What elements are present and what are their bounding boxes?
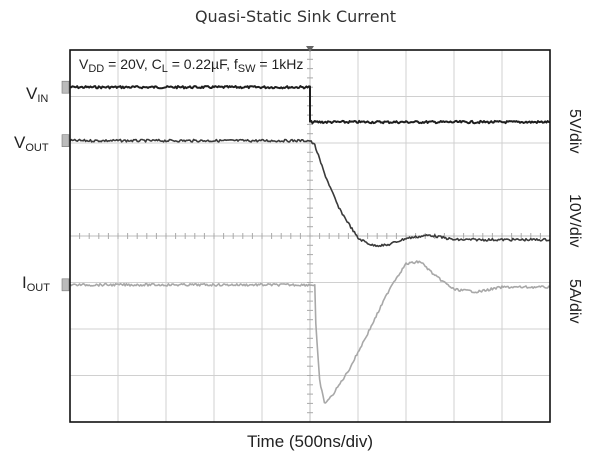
channel-marker-vout [62, 135, 69, 147]
series-label-vin: VIN [26, 84, 48, 105]
x-axis-label: Time (500ns/div) [70, 432, 550, 452]
scale-label-vin: 5V/div [565, 109, 583, 153]
test-conditions-annotation: VDD = 20V, CL = 0.22µF, fSW = 1kHz [79, 56, 303, 75]
channel-marker-vin [62, 81, 69, 93]
channel-marker-iout [62, 279, 69, 291]
series-label-vout: VOUT [14, 133, 49, 154]
series-line-vin [70, 86, 550, 123]
scale-label-vout: 10V/div [565, 194, 583, 247]
scale-label-iout: 5A/div [565, 279, 583, 323]
trigger-marker-icon [306, 46, 314, 52]
series-label-iout: IOUT [22, 273, 50, 294]
